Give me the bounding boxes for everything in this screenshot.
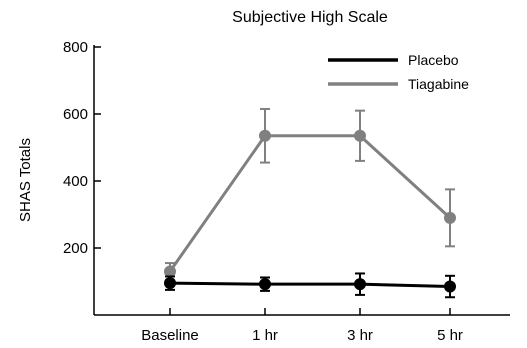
y-tick-label: 800 (63, 39, 88, 56)
y-tick-label: 400 (63, 173, 88, 190)
x-tick-label: Baseline (141, 327, 199, 344)
x-tick-label: 3 hr (347, 327, 373, 344)
y-axis-label: SHAS Totals (17, 138, 34, 222)
x-ticks: Baseline 1 hr 3 hr 5 hr (141, 308, 463, 344)
series-tiagabine (164, 107, 456, 281)
y-ticks: 200 400 600 800 (63, 39, 101, 257)
x-tick-label: 5 hr (437, 327, 463, 344)
data-point (354, 278, 366, 291)
legend-label: Placebo (408, 52, 459, 68)
legend: Placebo Tiagabine (328, 52, 469, 92)
series-line (169, 281, 451, 289)
data-point (259, 278, 271, 291)
data-point (164, 277, 176, 290)
chart-title: Subjective High Scale (232, 9, 388, 26)
series-line (168, 134, 452, 273)
data-point (444, 280, 456, 293)
data-point (259, 129, 271, 142)
legend-label: Tiagabine (408, 76, 469, 92)
data-point (444, 211, 456, 224)
data-point (164, 265, 176, 278)
x-tick-label: 1 hr (252, 327, 278, 344)
series-placebo (164, 272, 456, 299)
y-tick-label: 200 (63, 240, 88, 257)
y-tick-label: 600 (63, 106, 88, 123)
series-layer (164, 107, 456, 299)
data-point (354, 129, 366, 142)
